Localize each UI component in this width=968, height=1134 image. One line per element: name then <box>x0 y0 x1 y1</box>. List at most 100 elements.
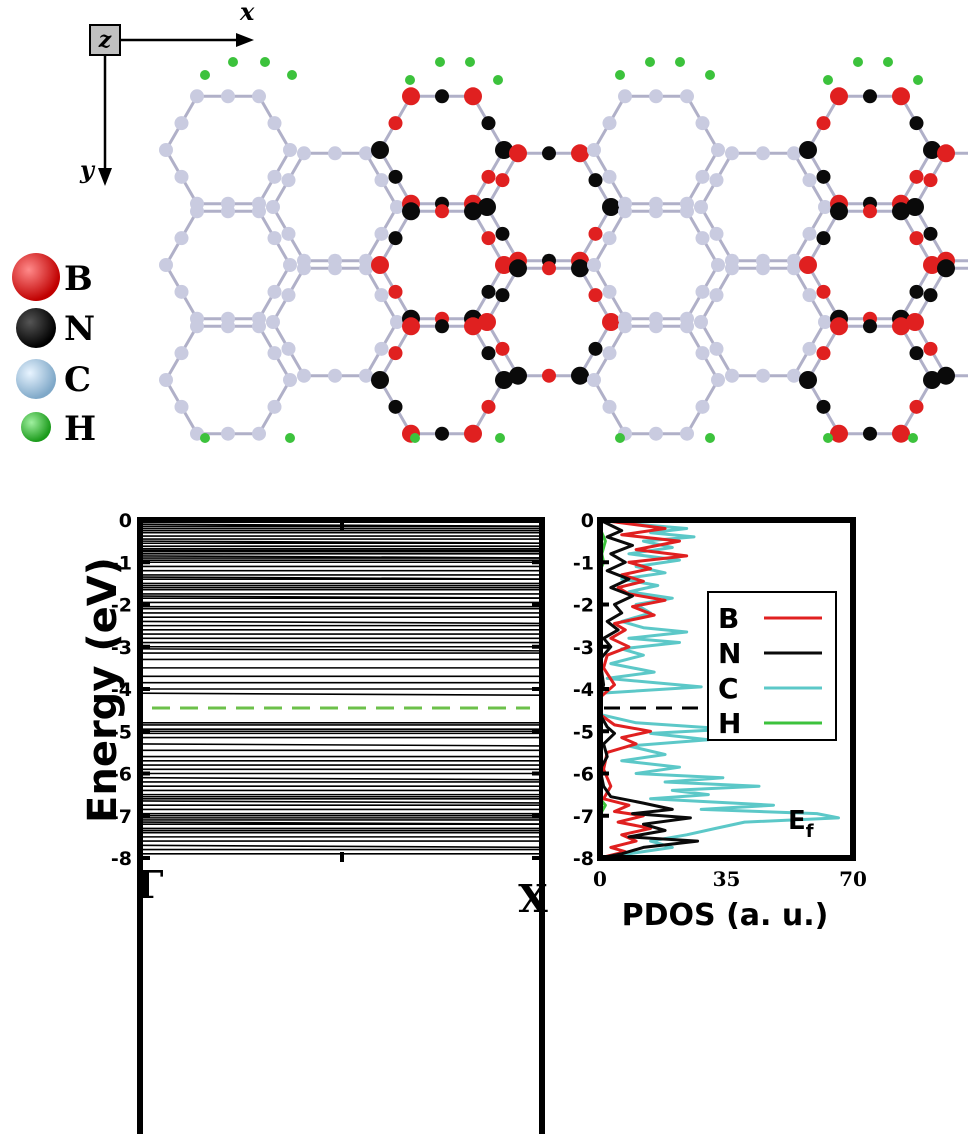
pdos-y-tick-label: -3 <box>573 637 594 659</box>
atom <box>174 399 189 414</box>
atom <box>588 288 603 303</box>
x-arrowhead-icon <box>236 33 254 47</box>
atom <box>481 231 496 246</box>
atom <box>359 368 373 383</box>
x-axis-label: x <box>239 0 255 26</box>
y-axis-label: y <box>79 155 96 184</box>
atom <box>711 258 725 272</box>
pdos-legend-label-N: N <box>718 637 741 670</box>
boron-legend-swatch <box>12 253 60 301</box>
hydrogen-legend-label: H <box>64 409 96 449</box>
atom <box>267 231 282 246</box>
atom <box>402 202 420 221</box>
atom <box>892 87 910 106</box>
atom <box>802 341 817 356</box>
atom <box>695 346 710 361</box>
hydrogen-legend-swatch <box>21 412 51 442</box>
atom <box>481 284 496 299</box>
atom <box>830 424 848 443</box>
atom <box>252 319 266 334</box>
atom <box>923 256 941 274</box>
atom <box>283 143 297 157</box>
atom <box>464 317 482 336</box>
atom <box>937 259 955 278</box>
fermi-level-label-main: E <box>788 806 806 836</box>
atom <box>159 258 173 272</box>
band-line <box>139 620 543 625</box>
atom <box>410 433 420 443</box>
atom <box>863 204 877 219</box>
atom <box>602 116 617 131</box>
atom <box>602 284 617 299</box>
atom <box>863 426 877 441</box>
atom <box>799 141 817 159</box>
atom <box>374 288 389 303</box>
nitrogen-legend-swatch <box>16 308 56 348</box>
atom <box>281 226 296 241</box>
axis-indicator: z x y <box>79 0 255 186</box>
pdos-y-tick-label: -4 <box>573 679 594 701</box>
atom <box>571 144 589 163</box>
atom <box>923 341 938 356</box>
atom <box>267 399 282 414</box>
atom <box>571 366 589 385</box>
pdos-series-C <box>598 518 840 860</box>
atom <box>281 341 296 356</box>
atom <box>371 371 389 389</box>
atom <box>509 259 527 278</box>
atom <box>495 173 510 188</box>
pdos-x-tick-label: 70 <box>839 867 867 891</box>
band-y-tick-label: -2 <box>111 595 132 617</box>
atom <box>267 116 282 131</box>
atom <box>756 368 770 383</box>
band-structure-chart: 0 -1 -2 -3 -4 -5 -6 -7 -8 Γ X Energy (eV) <box>80 510 548 1134</box>
atom <box>853 57 863 67</box>
atom <box>725 146 739 161</box>
nitrogen-legend-label: N <box>64 309 95 349</box>
pdos-chart: Ef 0-1-2-3-4-5-6-7-8 0 35 70 PDOS (a. u.) … <box>573 510 867 933</box>
atom <box>190 89 204 104</box>
element-legend: B N C H <box>12 253 96 449</box>
atom <box>909 116 924 131</box>
atom <box>923 371 941 389</box>
band-lines <box>139 523 543 855</box>
atom <box>495 141 513 159</box>
atom <box>818 315 832 329</box>
atom <box>725 368 739 383</box>
atom <box>174 346 189 361</box>
atom <box>602 399 617 414</box>
atom <box>615 433 625 443</box>
pdos-x-tick-label: 0 <box>593 867 607 891</box>
atom <box>675 57 685 67</box>
atom <box>802 173 817 188</box>
atom <box>328 261 342 276</box>
boron-legend-label: B <box>64 259 93 299</box>
atom <box>587 143 601 157</box>
pdos-y-tick-label: 0 <box>581 510 594 532</box>
atom <box>709 173 724 188</box>
atom <box>695 116 710 131</box>
atom <box>571 259 589 278</box>
atom <box>267 346 282 361</box>
atom <box>481 169 496 184</box>
atom <box>816 231 831 246</box>
atom <box>190 204 204 219</box>
atom <box>756 146 770 161</box>
atom <box>587 373 601 387</box>
atom <box>909 399 924 414</box>
pdos-y-tick-label: -2 <box>573 595 594 617</box>
atom <box>542 261 556 276</box>
pdos-y-tick-label: -5 <box>573 721 594 743</box>
atomic-structure <box>159 57 968 443</box>
atom <box>252 204 266 219</box>
atom <box>390 315 404 329</box>
atom <box>435 57 445 67</box>
atom <box>509 144 527 163</box>
atom <box>816 399 831 414</box>
lattice-atoms <box>159 57 955 443</box>
atom <box>705 433 715 443</box>
atom <box>266 200 280 214</box>
band-line <box>139 776 543 781</box>
atom <box>588 226 603 241</box>
atom <box>649 426 663 441</box>
